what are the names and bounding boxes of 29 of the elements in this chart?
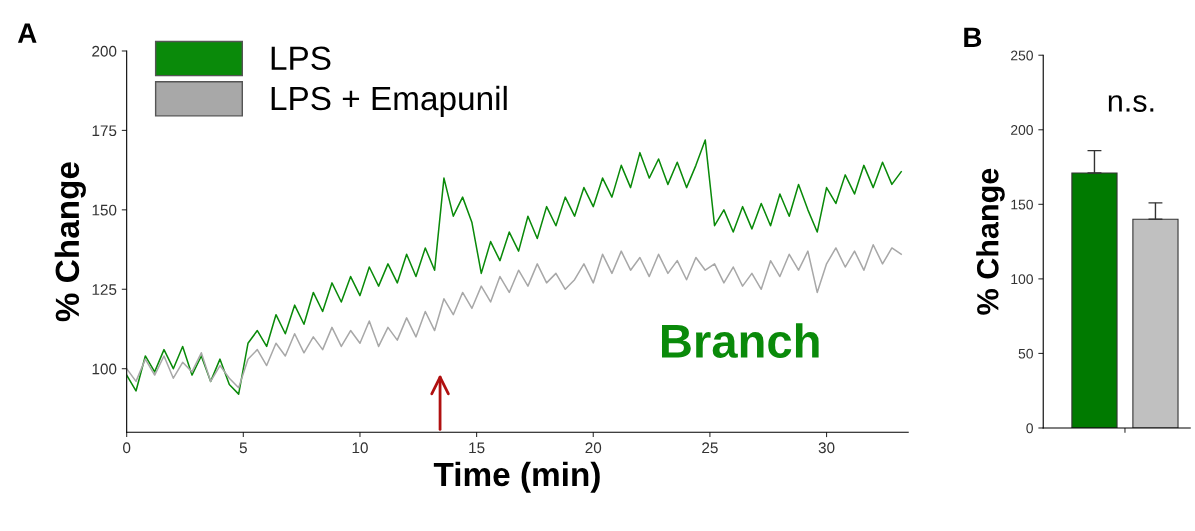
- x-tick-label: 25: [702, 442, 718, 454]
- legend-label: LPS: [271, 46, 331, 71]
- y-tick-label: 100: [92, 363, 117, 375]
- annotation: n.s.: [1108, 95, 1154, 112]
- chart-title: B: [964, 27, 982, 47]
- y-axis-title: % Change: [54, 162, 86, 322]
- y-tick-label: 50: [1018, 348, 1033, 359]
- y-tick-label: 100: [1011, 274, 1033, 285]
- legend-label: LPS + Emapunil: [271, 85, 507, 117]
- annotation: Branch: [661, 323, 819, 358]
- line-series: [126, 244, 902, 389]
- x-tick-label: 30: [818, 442, 835, 454]
- x-tick-label: 0: [123, 442, 131, 454]
- y-axis-title: % Change: [976, 168, 1005, 315]
- x-tick-label: 20: [585, 442, 602, 454]
- y-tick-label: 0: [1026, 423, 1033, 434]
- x-tick-label: 5: [239, 442, 247, 454]
- line-series: [126, 139, 902, 395]
- x-tick-label: 10: [352, 442, 368, 454]
- y-tick-label: 250: [1011, 50, 1033, 61]
- y-tick-label: 200: [92, 45, 117, 57]
- y-tick-label: 150: [1011, 199, 1033, 210]
- x-axis-title: Time (min): [433, 461, 600, 493]
- y-tick-label: 175: [92, 125, 117, 137]
- y-tick-label: 200: [1011, 125, 1033, 135]
- y-tick-label: 150: [92, 204, 117, 216]
- chart-title: A: [17, 23, 37, 43]
- x-tick-label: 15: [469, 442, 485, 454]
- y-tick-label: 125: [92, 284, 117, 295]
